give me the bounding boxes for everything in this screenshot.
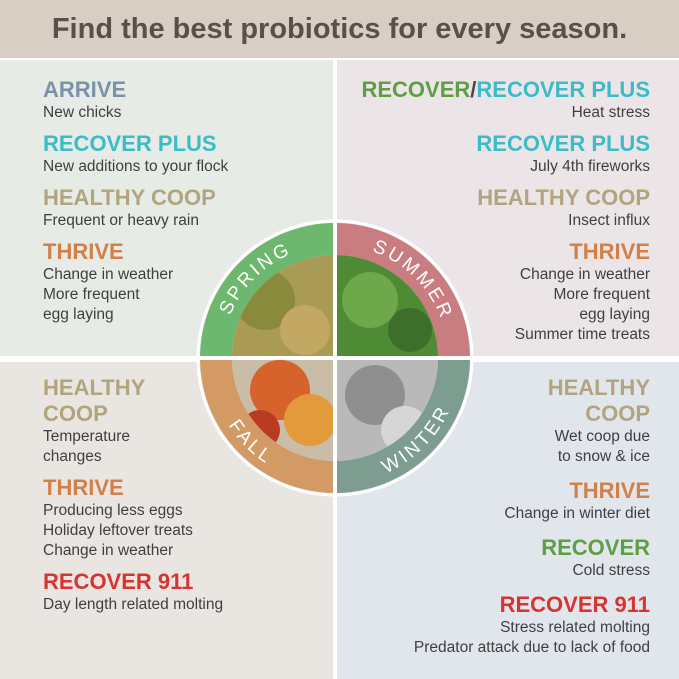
product-name: RECOVER 911 [499,592,650,617]
product-use: New chicks [43,104,122,121]
product-name: RECOVER PLUS [476,131,650,156]
product-title: RECOVER/RECOVER PLUS [361,77,650,103]
product-name: ARRIVE [43,77,127,102]
product-use: Heat stress [571,104,650,121]
product-title: ARRIVE [43,77,228,103]
ring-segment [200,358,335,493]
product-title: HEALTHY COOP [43,185,228,211]
product-use: Summer time treats [514,326,650,343]
product-name: RECOVER 911 [43,569,194,594]
product-title: HEALTHY COOP [361,185,650,211]
product-title: HEALTHY [414,375,650,401]
product-title: HEALTHY [43,375,223,401]
season-list: HEALTHY COOP Wet coop due to snow & ice THRI… [414,375,650,669]
season-list: ARRIVE New chicks RECOVER PLUS New addition… [43,77,228,333]
product-use: Holiday leftover treats [43,522,193,539]
product-use: Temperature [43,428,131,445]
product-title: COOP [43,401,223,427]
product-use: Cold stress [572,562,650,579]
product-title: THRIVE [43,239,228,265]
product-name: / [470,77,477,102]
product-item: RECOVER 911 Day length related molting [43,569,223,615]
product-use: Day length related molting [43,596,224,613]
product-use: to snow & ice [557,448,650,465]
product-use: Wet coop due [554,428,650,445]
product-use: changes [43,448,102,465]
ring-segment [200,223,335,358]
product-use: More frequent [43,286,140,303]
product-title: RECOVER PLUS [361,131,650,157]
product-item: HEALTHY COOP Frequent or heavy rain [43,185,228,231]
product-title: COOP [414,401,650,427]
product-item: RECOVER 911 Stress related molting Predato… [414,592,650,658]
product-name: RECOVER PLUS [43,131,217,156]
product-use: New additions to your flock [43,158,229,175]
product-title: RECOVER [414,535,650,561]
product-use: Insect influx [568,212,650,229]
product-use: egg laying [43,306,114,323]
product-item: THRIVE Change in weather More frequent egg … [361,239,650,345]
product-title: THRIVE [361,239,650,265]
product-name: RECOVER [361,77,471,102]
product-item: RECOVER PLUS July 4th fireworks [361,131,650,177]
ring-segment [335,358,470,493]
product-item: THRIVE Producing less eggs Holiday leftove… [43,475,223,561]
product-item: HEALTHY COOP Wet coop due to snow & ice [414,375,650,467]
product-item: RECOVER PLUS New additions to your flock [43,131,228,177]
product-name: RECOVER [541,535,650,560]
product-use: Producing less eggs [43,502,183,519]
product-title: THRIVE [414,478,650,504]
ring-segment [335,223,470,358]
product-use: egg laying [579,306,650,323]
season-list: HEALTHY COOP Temperature changes THRIVE Produ… [43,375,223,623]
product-use: More frequent [553,286,651,303]
product-title: RECOVER 911 [43,569,223,595]
product-title: THRIVE [43,475,223,501]
product-title: RECOVER PLUS [43,131,228,157]
season-list: RECOVER/RECOVER PLUS Heat stress RECOVER P… [361,77,650,353]
product-title: RECOVER 911 [414,592,650,618]
product-item: RECOVER/RECOVER PLUS Heat stress [361,77,650,123]
product-item: HEALTHY COOP Insect influx [361,185,650,231]
product-name: HEALTHY COOP [477,185,650,210]
product-item: RECOVER Cold stress [414,535,650,581]
product-name: HEALTHY [43,375,146,400]
product-name: THRIVE [569,239,650,264]
product-use: Predator attack due to lack of food [413,639,650,656]
product-use: Change in weather [43,542,174,559]
product-item: ARRIVE New chicks [43,77,228,123]
product-name: THRIVE [569,478,650,503]
product-item: THRIVE Change in winter diet [414,478,650,524]
product-item: THRIVE Change in weather More frequent egg … [43,239,228,325]
product-use: Change in weather [43,266,174,283]
product-use: Change in weather [519,266,650,283]
product-name: HEALTHY [547,375,650,400]
header-title: Find the best probiotics for every seaso… [0,0,679,58]
product-use: Stress related molting [500,619,650,636]
product-name: THRIVE [43,239,124,264]
product-name: RECOVER PLUS [476,77,650,102]
product-name: COOP [43,401,108,426]
product-name: THRIVE [43,475,124,500]
product-use: Frequent or heavy rain [43,212,199,229]
product-name: HEALTHY COOP [43,185,216,210]
product-name: COOP [585,401,650,426]
ring-edge [196,219,474,497]
product-use: Change in winter diet [504,505,650,522]
product-item: HEALTHY COOP Temperature changes [43,375,223,467]
product-use: July 4th fireworks [530,158,650,175]
